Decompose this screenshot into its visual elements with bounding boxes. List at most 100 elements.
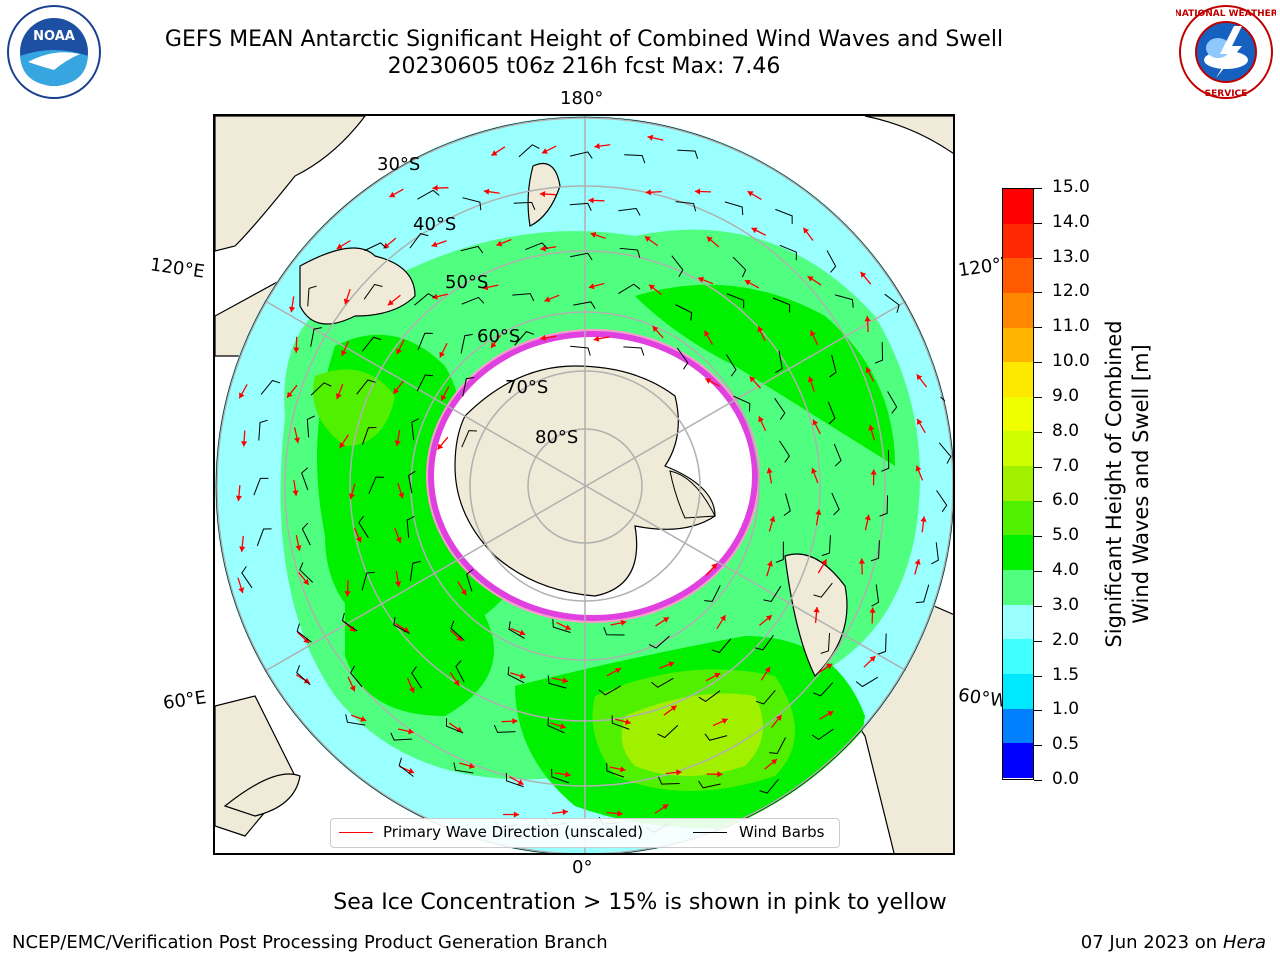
wave-arrowhead bbox=[864, 316, 871, 322]
wave-arrowhead bbox=[432, 184, 438, 192]
wave-arrowhead bbox=[620, 619, 627, 626]
wind-barb bbox=[759, 778, 779, 794]
wind-barb bbox=[834, 294, 854, 308]
wind-barb bbox=[769, 737, 786, 755]
wave-arrowhead bbox=[519, 673, 526, 679]
wave-arrowhead bbox=[588, 197, 594, 204]
wave-arrowhead bbox=[721, 718, 728, 724]
wave-arrowhead bbox=[562, 808, 568, 816]
wave-arrowhead bbox=[617, 810, 623, 817]
wave-arrowhead bbox=[864, 514, 871, 521]
wind-barb bbox=[411, 666, 422, 689]
chart-subtitle: 20230605 t06z 216h fcst Max: 7.46 bbox=[387, 54, 781, 79]
wave-arrowhead bbox=[398, 492, 405, 499]
wave-arrowhead bbox=[914, 559, 921, 565]
wave-arrowhead bbox=[662, 804, 669, 810]
wave-arrowhead bbox=[387, 299, 394, 306]
wave-arrowhead bbox=[765, 615, 772, 621]
wave-arrowhead bbox=[348, 493, 355, 500]
wave-arrowhead bbox=[865, 367, 872, 374]
wind-barb bbox=[658, 776, 680, 785]
wave-arrowhead bbox=[645, 189, 651, 196]
wind-barb bbox=[874, 342, 884, 364]
colorbar-segment bbox=[1003, 604, 1033, 640]
wind-barb bbox=[657, 724, 679, 739]
legend-wind-barbs: Wind Barbs bbox=[739, 823, 825, 841]
wave-arrowhead bbox=[915, 465, 922, 472]
wave-arrowhead bbox=[349, 625, 356, 632]
colorbar-tick-label: 12.0 bbox=[1052, 281, 1090, 302]
wind-barb bbox=[461, 430, 477, 448]
wind-barb bbox=[258, 419, 268, 441]
wind-barb bbox=[821, 535, 831, 557]
colorbar-tick bbox=[1034, 571, 1042, 573]
wave-arrowhead bbox=[803, 227, 809, 234]
wind-barb bbox=[624, 154, 646, 164]
wave-arrowhead bbox=[408, 767, 415, 774]
wave-arrowhead bbox=[565, 771, 571, 778]
wave-arrowhead bbox=[559, 723, 566, 730]
wave-arrowhead bbox=[870, 469, 877, 475]
wind-barb bbox=[855, 676, 879, 688]
wave-arrowhead bbox=[238, 587, 245, 594]
wind-barb bbox=[358, 515, 369, 539]
svg-text:NATIONAL WEATHER: NATIONAL WEATHER bbox=[1176, 9, 1276, 19]
wave-arrowhead bbox=[757, 326, 764, 333]
wave-arrowhead bbox=[868, 424, 875, 431]
wind-barb bbox=[411, 418, 420, 441]
wind-barb bbox=[518, 144, 540, 158]
wave-arrowhead bbox=[408, 728, 414, 735]
wind-barb bbox=[416, 374, 434, 392]
wave-arrowhead bbox=[483, 188, 490, 195]
wave-arrowhead bbox=[811, 467, 817, 474]
colorbar-segment bbox=[1003, 639, 1033, 674]
wind-barb bbox=[460, 245, 484, 254]
colorbar-tick bbox=[1034, 327, 1042, 329]
wind-barb bbox=[611, 715, 630, 730]
wind-barb bbox=[724, 201, 744, 216]
wave-arrowhead bbox=[869, 656, 876, 662]
wave-arrowhead bbox=[766, 560, 773, 567]
wave-arrowhead bbox=[286, 391, 293, 398]
lat-label-70s: 70°S bbox=[505, 377, 549, 398]
legend-wave-direction: Primary Wave Direction (unscaled) bbox=[383, 823, 644, 841]
wind-barb bbox=[833, 443, 842, 467]
colorbar-segment bbox=[1003, 535, 1033, 571]
wind-barb bbox=[341, 612, 358, 632]
colorbar-tick bbox=[1034, 605, 1042, 607]
wave-arrowhead bbox=[541, 148, 548, 154]
wind-barb bbox=[763, 585, 782, 602]
wind-barb bbox=[356, 379, 376, 395]
footer-machine: Hera bbox=[1222, 932, 1266, 953]
wave-arrowhead bbox=[758, 416, 764, 423]
wind-barb bbox=[493, 724, 516, 733]
colorbar-segment bbox=[1003, 570, 1033, 605]
wind-barb bbox=[306, 415, 315, 438]
wind-barb bbox=[460, 333, 473, 354]
wave-arrowhead bbox=[717, 771, 723, 778]
colorbar-segment bbox=[1003, 396, 1033, 432]
wind-barb bbox=[618, 283, 641, 294]
wave-arrowhead bbox=[652, 326, 659, 332]
wave-arrowhead bbox=[355, 536, 362, 543]
colorbar-tick-label: 13.0 bbox=[1052, 246, 1090, 267]
wave-arrowhead bbox=[562, 677, 569, 684]
wind-barb bbox=[462, 197, 482, 211]
wind-barb bbox=[525, 242, 548, 251]
wind-barb bbox=[775, 541, 784, 563]
wind-barb bbox=[783, 493, 791, 517]
wave-arrowhead bbox=[614, 667, 621, 674]
colorbar-tick-label: 14.0 bbox=[1052, 211, 1090, 232]
wave-arrowhead bbox=[590, 231, 597, 238]
wind-barb bbox=[915, 584, 930, 604]
wind-barb bbox=[361, 571, 375, 591]
colorbar-segment bbox=[1003, 327, 1033, 363]
wave-arrowhead bbox=[293, 437, 300, 444]
wave-arrowhead bbox=[744, 280, 751, 286]
wind-barb bbox=[871, 584, 880, 607]
wave-arrowhead bbox=[437, 443, 444, 450]
wind-barb bbox=[461, 296, 485, 305]
wave-arrowhead bbox=[920, 516, 927, 522]
wave-arrowhead bbox=[625, 718, 631, 725]
wave-arrowhead bbox=[749, 376, 756, 383]
